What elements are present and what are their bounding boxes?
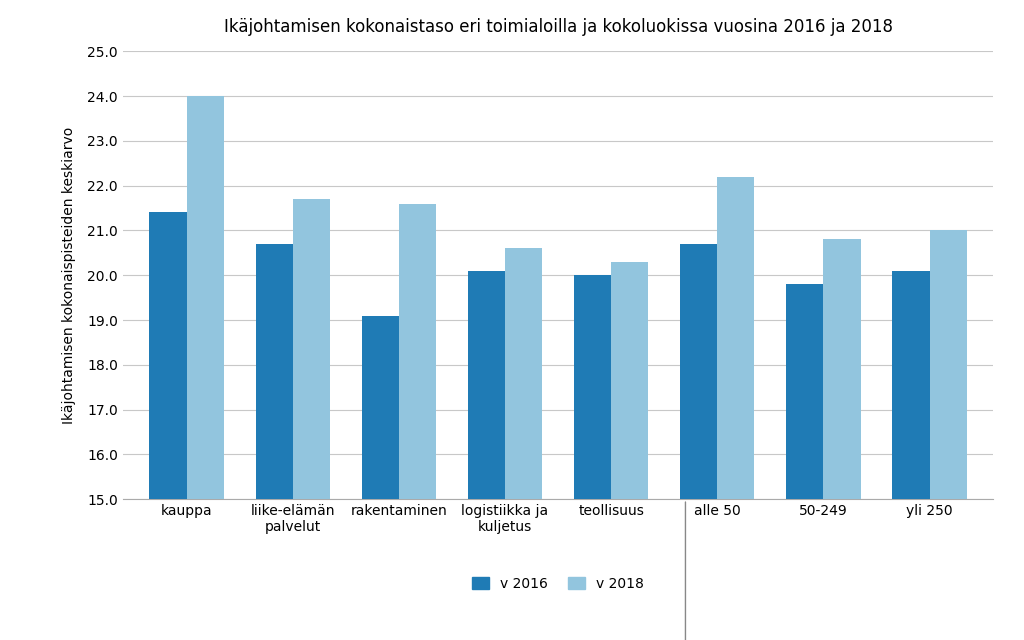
Bar xyxy=(468,271,505,640)
Bar xyxy=(361,316,399,640)
Bar xyxy=(186,96,223,640)
Bar xyxy=(611,262,648,640)
Bar xyxy=(680,244,717,640)
Bar xyxy=(786,284,823,640)
Y-axis label: Ikäjohtamisen kokonaispisteiden keskiarvo: Ikäjohtamisen kokonaispisteiden keskiarv… xyxy=(62,127,76,424)
Bar xyxy=(256,244,293,640)
Bar xyxy=(293,199,330,640)
Bar xyxy=(399,204,436,640)
Legend: v 2016, v 2018: v 2016, v 2018 xyxy=(472,577,644,591)
Bar xyxy=(823,239,860,640)
Bar xyxy=(893,271,930,640)
Bar xyxy=(150,212,186,640)
Bar xyxy=(574,275,611,640)
Bar xyxy=(930,230,967,640)
Title: Ikäjohtamisen kokonaistaso eri toimialoilla ja kokoluokissa vuosina 2016 ja 2018: Ikäjohtamisen kokonaistaso eri toimialoi… xyxy=(223,18,893,36)
Bar xyxy=(505,248,542,640)
Bar xyxy=(717,177,755,640)
